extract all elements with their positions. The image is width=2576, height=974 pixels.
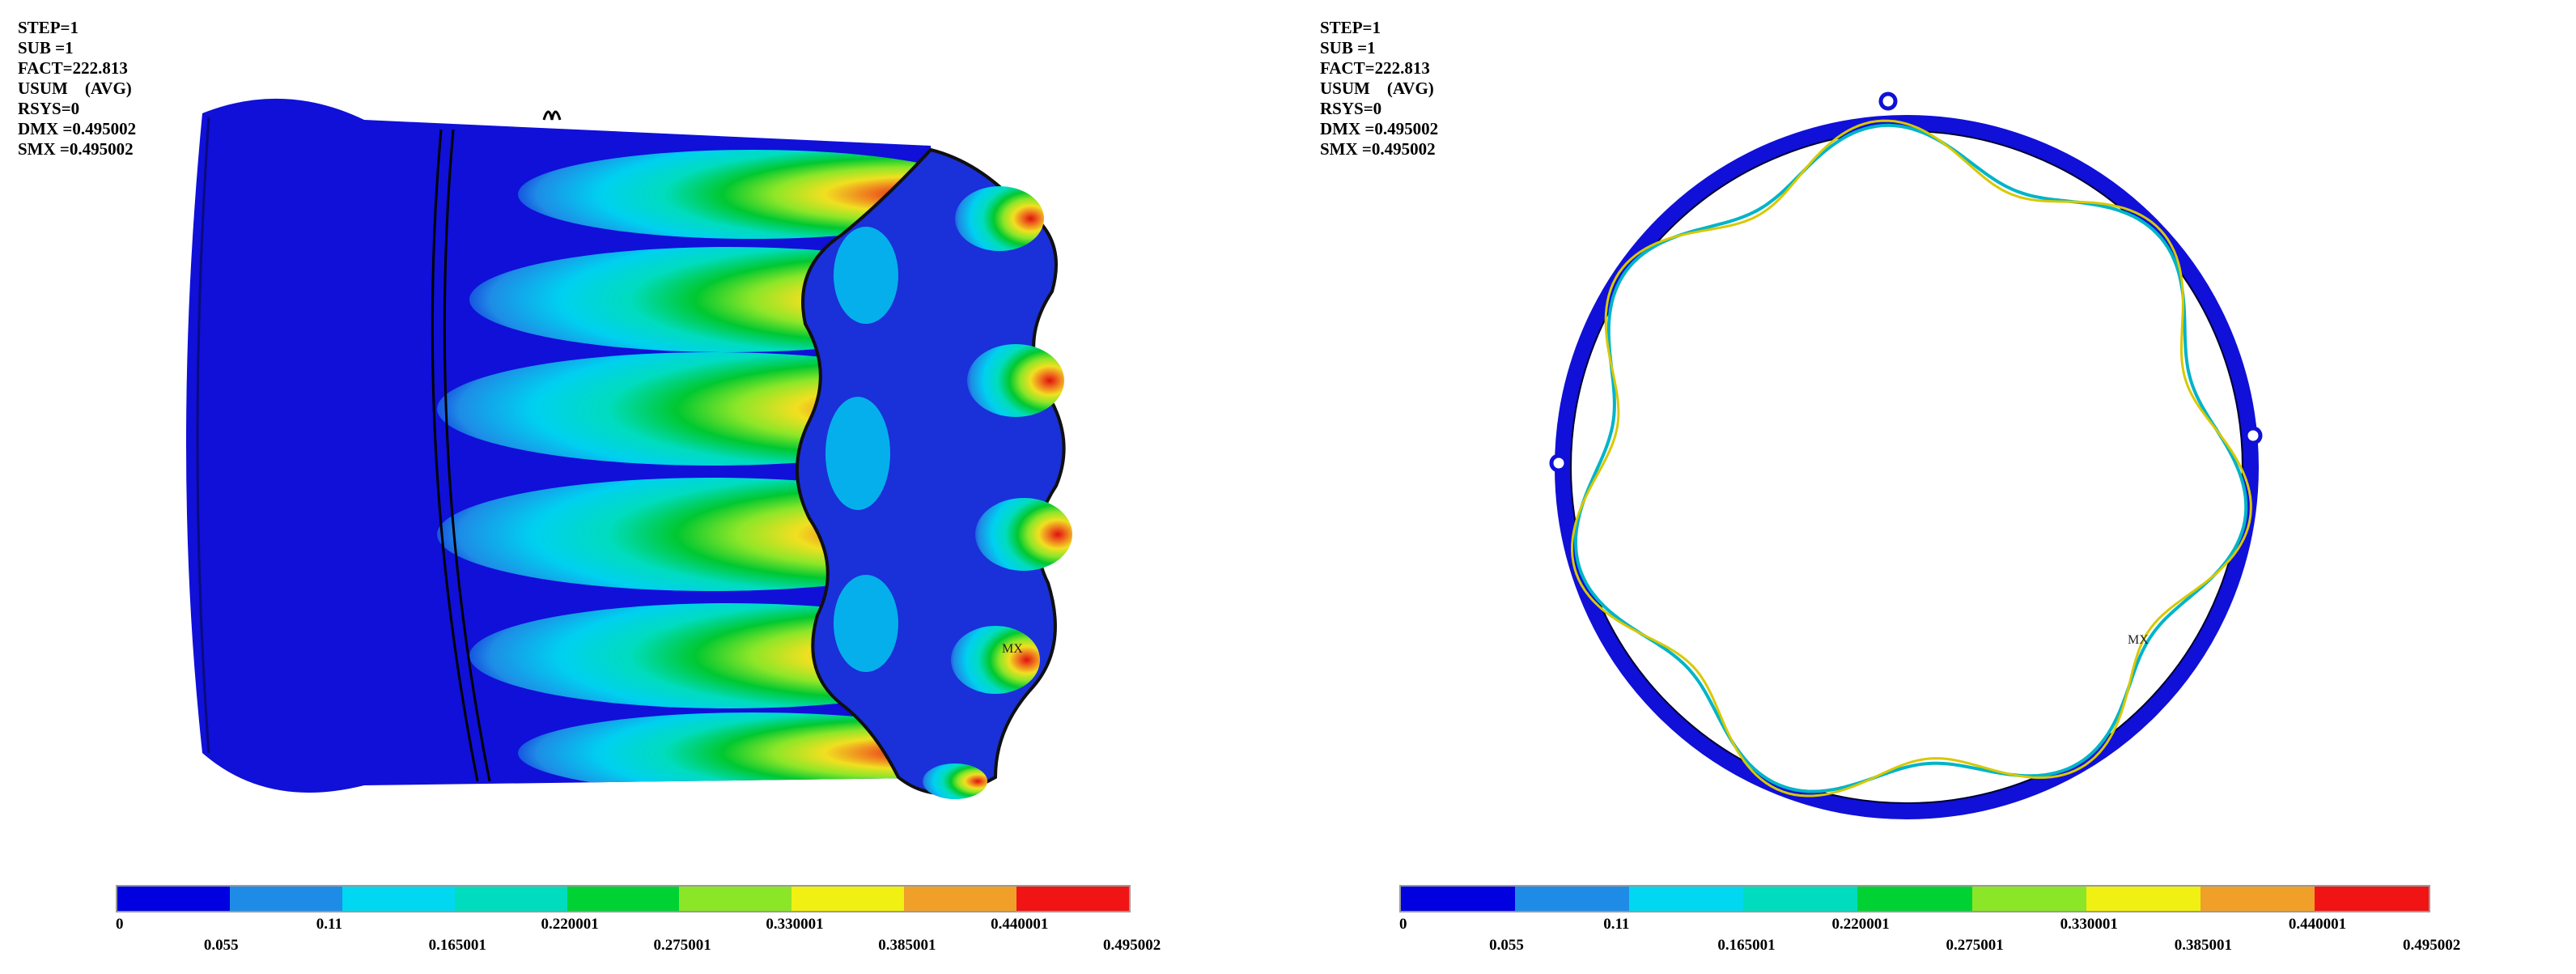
deformed-shell-contour	[1570, 119, 2252, 797]
legend-swatch	[904, 887, 1016, 911]
legend-swatch	[342, 887, 455, 911]
legend-swatch	[117, 887, 230, 911]
legend-swatch	[2314, 887, 2429, 911]
info-rsys: RSYS=0	[1320, 99, 1382, 118]
info-fact: FACT=222.813	[18, 58, 128, 78]
ring-contour-plot: MX	[1549, 91, 2263, 819]
legend-tick-label: 0.165001	[428, 937, 486, 954]
legend-swatch	[567, 887, 680, 911]
legend-tick-label: 0.11	[1603, 916, 1630, 933]
legend-tick-label: 0.220001	[1831, 916, 1890, 933]
contour-legend-bar	[116, 885, 1131, 912]
info-usum: USUM (AVG)	[1320, 79, 1434, 98]
info-usum: USUM (AVG)	[18, 79, 132, 98]
ring-lugs	[1549, 91, 2263, 473]
rim-hotspots	[825, 186, 1072, 799]
deformed-shell-outline	[1573, 123, 2248, 793]
contour-legend-bar	[1399, 885, 2430, 912]
info-rsys: RSYS=0	[18, 99, 80, 118]
max-node-label: MX	[1002, 642, 1023, 656]
legend-tick-label: 0	[116, 916, 124, 933]
info-smx: SMX =0.495002	[18, 139, 134, 159]
legend-swatch	[679, 887, 792, 911]
info-fact: FACT=222.813	[1320, 58, 1430, 78]
legend-tick-label: 0.275001	[653, 937, 711, 954]
info-dmx: DMX =0.495002	[18, 119, 137, 138]
legend-tick-label: 0.165001	[1717, 937, 1776, 954]
solution-info: STEP=1 SUB =1 FACT=222.813 USUM (AVG) RS…	[1320, 18, 1438, 159]
legend-tick-label: 0.385001	[2174, 937, 2233, 954]
info-step: STEP=1	[1320, 18, 1381, 37]
cross-section-panel: MX STEP=1 SUB =1 FACT=222.813 USUM (AVG)…	[1288, 0, 2576, 974]
info-sub: SUB =1	[18, 38, 74, 57]
legend-tick-label: 0.440001	[2288, 916, 2347, 933]
legend-swatch	[2200, 887, 2315, 911]
legend-tick-label: 0.495002	[1103, 937, 1161, 954]
legend-tick-label: 0.330001	[766, 916, 824, 933]
legend-swatch	[1401, 887, 1516, 911]
max-node-label: MX	[2128, 633, 2149, 647]
legend-tick-label: 0.220001	[541, 916, 599, 933]
legend-swatch	[1629, 887, 1744, 911]
legend-tick-label: 0.055	[1489, 937, 1524, 954]
legend-swatch	[2086, 887, 2200, 911]
legend-swatch	[1971, 887, 2086, 911]
legend-tick-label: 0.440001	[991, 916, 1049, 933]
info-sub: SUB =1	[1320, 38, 1376, 57]
legend-swatch	[791, 887, 905, 911]
legend-swatch	[1857, 887, 1972, 911]
info-step: STEP=1	[18, 18, 79, 37]
solution-info: STEP=1 SUB =1 FACT=222.813 USUM (AVG) RS…	[18, 18, 136, 159]
legend-tick-label: 0.11	[316, 916, 342, 933]
legend-swatch	[454, 887, 567, 911]
legend-tick-label: 0.385001	[878, 937, 936, 954]
legend-swatch	[1515, 887, 1630, 911]
cylinder-contour-plot: MX	[186, 98, 1072, 799]
legend-tick-label: 0.275001	[1946, 937, 2004, 954]
legend-swatch	[1016, 887, 1129, 911]
legend-tick-label: 0.330001	[2060, 916, 2118, 933]
legend-swatch	[1743, 887, 1858, 911]
legend-tick-label: 0	[1399, 916, 1407, 933]
info-dmx: DMX =0.495002	[1320, 119, 1439, 138]
isometric-panel: MX STEP=1 SUB =1 FACT=222.813 USUM (AVG)…	[18, 18, 1161, 954]
info-smx: SMX =0.495002	[1320, 139, 1436, 159]
legend-swatch	[229, 887, 342, 911]
legend-tick-label: 0.055	[203, 937, 239, 954]
legend-tick-label: 0.495002	[2403, 937, 2461, 954]
